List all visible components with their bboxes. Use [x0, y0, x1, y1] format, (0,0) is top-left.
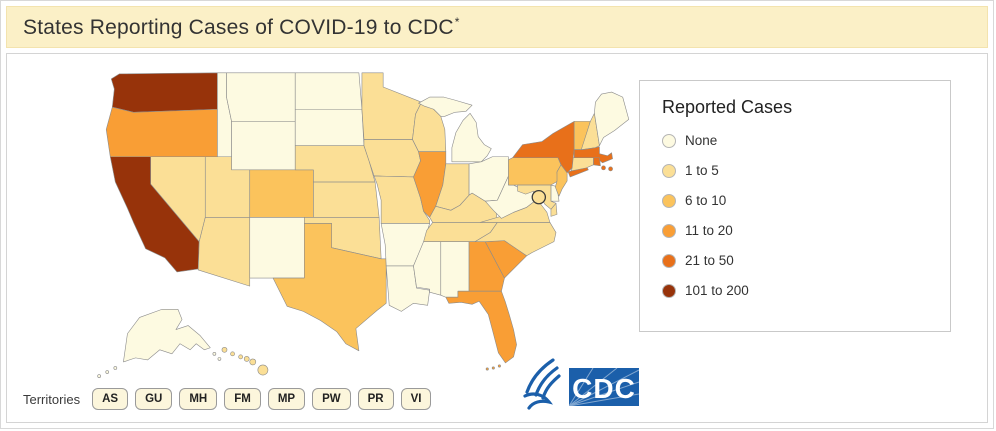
- cdc-wordmark: CDC: [568, 367, 640, 407]
- state-AL[interactable]: [440, 241, 470, 298]
- legend-title: Reported Cases: [662, 97, 793, 117]
- page-title: States Reporting Cases of COVID-19 to CD…: [23, 14, 460, 39]
- legend-swatch-1to5: [662, 163, 676, 178]
- state-ND[interactable]: [294, 72, 363, 110]
- svg-text:CDC: CDC: [572, 373, 636, 404]
- state-KS[interactable]: [313, 181, 380, 218]
- state-RI[interactable]: [593, 157, 601, 167]
- legend-item: 1 to 5: [662, 163, 928, 178]
- state-TX[interactable]: [272, 223, 387, 352]
- state-MI[interactable]: [418, 96, 492, 163]
- legend-swatch-101to200: [662, 283, 676, 298]
- legend-item: 21 to 50: [662, 253, 928, 268]
- legend-swatch-21to50: [662, 253, 676, 268]
- territory-button-pw[interactable]: PW: [312, 388, 351, 410]
- state-AK[interactable]: [97, 309, 222, 378]
- state-HI[interactable]: [221, 346, 269, 376]
- state-MT[interactable]: [226, 72, 296, 122]
- state-WV[interactable]: [484, 175, 537, 219]
- territory-button-vi[interactable]: VI: [400, 388, 432, 410]
- territory-button-as[interactable]: AS: [92, 388, 129, 410]
- state-DC[interactable]: [531, 189, 547, 205]
- legend-item: 101 to 200: [662, 283, 928, 298]
- state-SD[interactable]: [294, 108, 365, 146]
- us-map-svg: [97, 72, 630, 378]
- legend-item: None: [662, 133, 928, 148]
- map-panel: Reported Cases None 1 to 5 6 to 10 11 to…: [6, 53, 988, 423]
- state-NH[interactable]: [580, 112, 600, 150]
- state-MN[interactable]: [361, 72, 422, 140]
- hhs-cdc-logo: CDC: [507, 356, 645, 416]
- state-WY[interactable]: [231, 121, 296, 171]
- state-NJ[interactable]: [554, 164, 568, 197]
- state-ME[interactable]: [594, 91, 630, 146]
- territory-button-gu[interactable]: GU: [135, 388, 173, 410]
- state-PA[interactable]: [508, 157, 562, 186]
- state-NC[interactable]: [474, 222, 557, 257]
- title-asterisk: *: [454, 14, 460, 29]
- state-OR[interactable]: [105, 106, 218, 158]
- state-CO[interactable]: [249, 169, 314, 218]
- state-IA[interactable]: [363, 139, 421, 178]
- legend-swatch-11to20: [662, 223, 676, 238]
- state-NM[interactable]: [249, 217, 305, 279]
- legend-swatch-6to10: [662, 193, 676, 208]
- state-AZ[interactable]: [197, 217, 251, 287]
- legend-item: 6 to 10: [662, 193, 928, 208]
- hhs-eagle-icon: [523, 358, 561, 410]
- cdc-logo-svg: CDC: [523, 358, 640, 410]
- state-WA[interactable]: [110, 72, 218, 113]
- us-choropleth-map: [85, 58, 651, 398]
- territory-button-mh[interactable]: MH: [179, 388, 218, 410]
- territories-label: Territories: [23, 391, 81, 407]
- state-FL[interactable]: [445, 290, 517, 371]
- territory-button-pr[interactable]: PR: [357, 388, 394, 410]
- legend-swatch-none: [662, 133, 676, 148]
- territory-button-mp[interactable]: MP: [267, 388, 306, 410]
- territory-button-fm[interactable]: FM: [224, 388, 261, 410]
- territories-bar: Territories AS GU MH FM MP PW PR VI: [23, 388, 432, 410]
- legend: Reported Cases None 1 to 5 6 to 10 11 to…: [639, 80, 951, 332]
- state-CT[interactable]: [570, 157, 594, 172]
- state-MD[interactable]: [517, 184, 557, 210]
- title-bar: States Reporting Cases of COVID-19 to CD…: [6, 6, 988, 48]
- legend-item: 11 to 20: [662, 223, 928, 238]
